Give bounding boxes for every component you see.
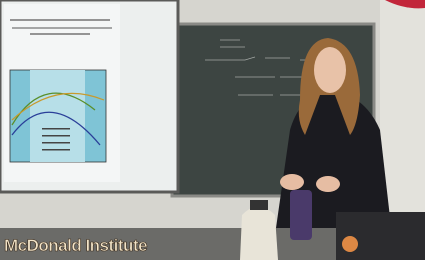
laptop-sticker bbox=[342, 236, 358, 252]
kettle-lid bbox=[250, 200, 268, 210]
water-bottle bbox=[290, 190, 312, 240]
page: McDonald Institute (() => { const data =… bbox=[0, 0, 425, 260]
hand bbox=[280, 174, 304, 190]
caption-text: McDonald Institute bbox=[4, 236, 147, 255]
plot-band bbox=[30, 70, 85, 162]
kettle bbox=[240, 207, 278, 260]
face bbox=[314, 47, 346, 93]
laptop bbox=[336, 212, 425, 260]
scene: McDonald Institute bbox=[0, 0, 425, 260]
hand bbox=[316, 176, 340, 192]
